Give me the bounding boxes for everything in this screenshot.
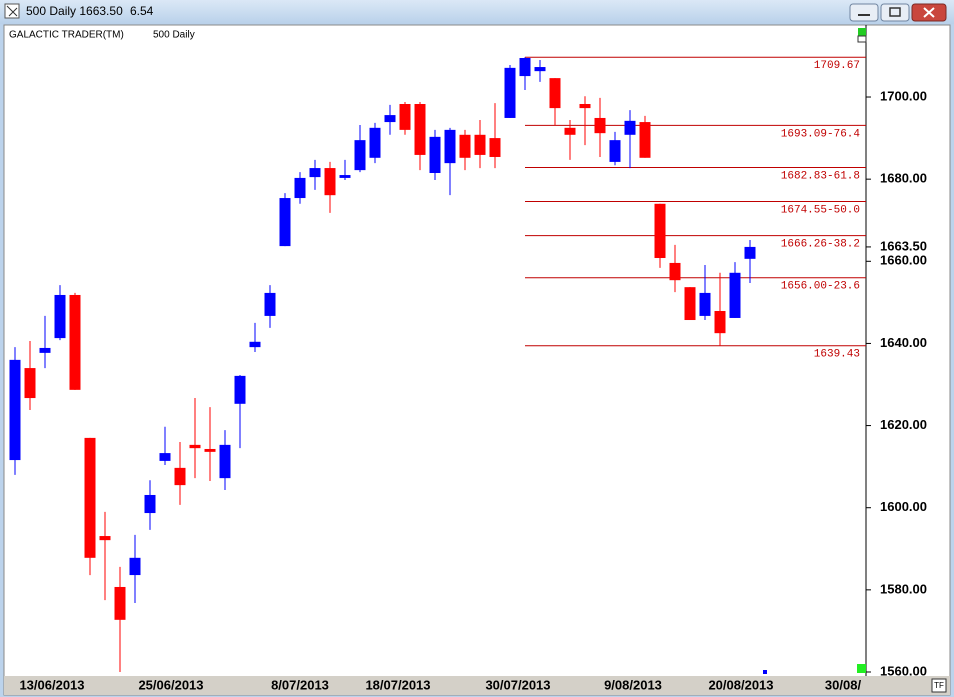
y-tick-label: 1700.00	[880, 88, 927, 103]
candle-body	[54, 294, 66, 339]
candle-body	[369, 127, 381, 158]
candle-body	[339, 175, 351, 178]
candle-body	[384, 115, 396, 123]
window-change: 6.54	[130, 4, 154, 18]
x-date-label: 25/06/2013	[138, 677, 203, 692]
candle-body	[234, 375, 246, 404]
candle-body	[459, 134, 471, 158]
corner-box	[857, 35, 867, 43]
y-tick-label: 1600.00	[880, 499, 927, 514]
level-label: 1709.67	[814, 60, 860, 72]
tf-label: TF	[934, 681, 944, 690]
x-date-label: 30/07/2013	[485, 677, 550, 692]
y-tick-label: 1580.00	[880, 581, 927, 596]
close-glyph	[923, 7, 935, 18]
y-tick-label: 1660.00	[880, 253, 927, 268]
x-date-label: 9/08/2013	[604, 677, 662, 692]
candle-body	[609, 140, 621, 162]
window-buttons[interactable]	[849, 3, 947, 22]
header-brand: GALACTIC TRADER(TM)	[9, 30, 124, 41]
candle-body	[24, 368, 36, 399]
candle-body	[624, 120, 636, 135]
candle-body	[294, 177, 306, 199]
candle-body	[714, 310, 726, 334]
candle-body	[279, 198, 291, 247]
level-label: 1656.00-23.6	[781, 281, 860, 293]
candle-body	[579, 103, 591, 109]
candle-body	[354, 140, 366, 171]
candle-body	[9, 359, 21, 461]
last-price-label: 1663.50	[880, 238, 927, 253]
candle-body	[444, 129, 456, 164]
x-date-label: 8/07/2013	[271, 677, 329, 692]
y-tick-label: 1640.00	[880, 335, 927, 350]
y-tick-label: 1560.00	[880, 663, 927, 678]
corner-marker	[858, 28, 866, 36]
minimize-button[interactable]	[849, 3, 879, 22]
level-label: 1693.09-76.4	[781, 128, 861, 140]
candle-body	[189, 444, 201, 449]
candle-body	[144, 494, 156, 514]
x-date-label: 20/08/2013	[708, 677, 773, 692]
corner-marker	[857, 664, 866, 673]
level-label: 1666.26-38.2	[781, 238, 860, 250]
header-symbol: 500 Daily	[153, 30, 195, 41]
candle-body	[744, 246, 756, 259]
candle-body	[99, 536, 111, 541]
x-date-label: 30/08/	[825, 677, 862, 692]
candle-body	[84, 437, 96, 558]
level-label: 1674.55-50.0	[781, 204, 860, 216]
candle-body	[39, 347, 51, 353]
candle-body	[519, 58, 531, 77]
date-bar	[4, 676, 950, 695]
candle-body	[399, 103, 411, 130]
title-bar	[0, 0, 954, 24]
candle-body	[564, 127, 576, 135]
candle-body	[504, 67, 516, 118]
candle-body	[729, 272, 741, 318]
cursor-marker	[763, 670, 767, 674]
candle-body	[474, 134, 486, 155]
y-tick-label: 1680.00	[880, 171, 927, 186]
candle-body	[699, 292, 711, 316]
candle-body	[159, 453, 171, 461]
y-tick-label: 1620.00	[880, 417, 927, 432]
candle-body	[669, 262, 681, 281]
candle-body	[549, 78, 561, 109]
candle-body	[489, 138, 501, 157]
candle-body	[129, 557, 141, 576]
candle-body	[69, 294, 81, 390]
candle-body	[174, 467, 186, 486]
candle-body	[414, 103, 426, 155]
x-date-label: 13/06/2013	[19, 677, 84, 692]
window-title: 500 Daily 1663.50	[26, 4, 123, 18]
candle-body	[219, 444, 231, 479]
candle-body	[324, 168, 336, 196]
candle-body	[639, 122, 651, 158]
candle-body	[654, 203, 666, 259]
candle-body	[429, 136, 441, 173]
candle-body	[114, 586, 126, 620]
app-icon-glyph	[6, 5, 18, 17]
candle-body	[309, 168, 321, 178]
candle-body	[534, 67, 546, 72]
x-date-label: 18/07/2013	[365, 677, 430, 692]
tf-button[interactable]	[931, 678, 947, 693]
candle-body	[264, 292, 276, 316]
level-label: 1682.83-61.8	[781, 170, 860, 182]
candle-body	[684, 287, 696, 321]
level-label: 1639.43	[814, 349, 860, 361]
restore-button[interactable]	[880, 3, 910, 22]
candle-body	[249, 341, 261, 348]
candle-body	[204, 448, 216, 452]
restore-glyph	[889, 7, 901, 17]
candle-body	[594, 117, 606, 134]
